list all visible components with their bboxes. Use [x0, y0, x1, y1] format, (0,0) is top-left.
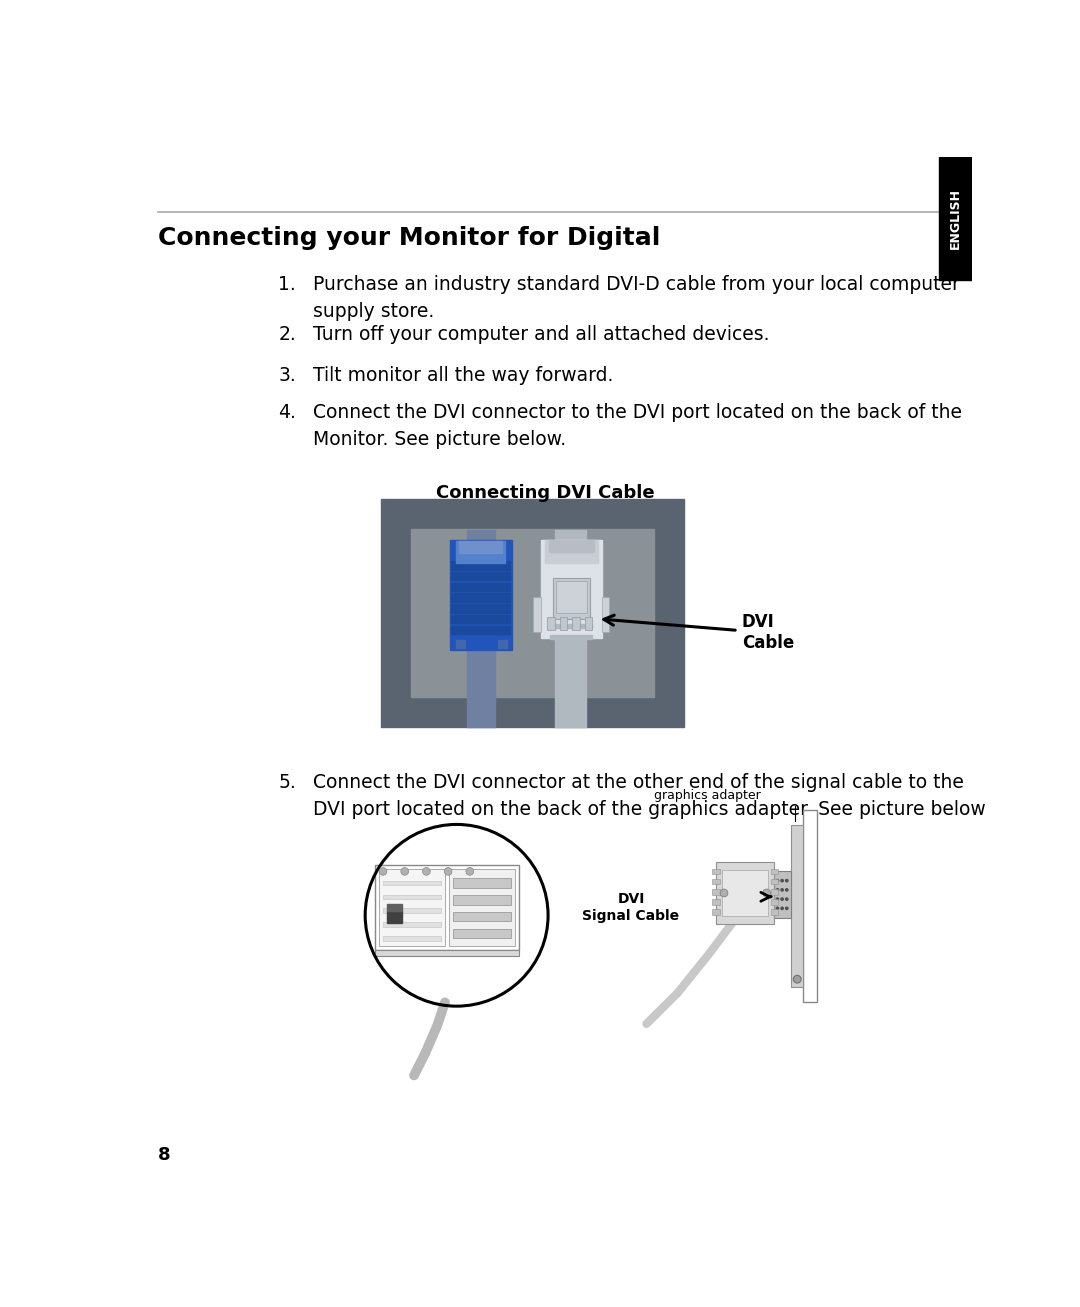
Circle shape	[379, 868, 387, 876]
Bar	[453, 895, 511, 904]
Bar	[713, 869, 720, 874]
Circle shape	[777, 907, 779, 910]
Bar	[559, 617, 567, 630]
Bar	[467, 531, 495, 727]
Text: Connect the DVI connector to the DVI port located on the back of the
Monitor. Se: Connect the DVI connector to the DVI por…	[313, 404, 962, 450]
Circle shape	[785, 880, 788, 882]
Text: 1.: 1.	[279, 274, 296, 294]
Bar	[451, 626, 510, 634]
Text: Tilt monitor all the way forward.: Tilt monitor all the way forward.	[313, 366, 613, 386]
Circle shape	[781, 907, 783, 910]
Bar	[545, 540, 597, 562]
Bar	[716, 863, 774, 924]
Bar	[451, 616, 510, 623]
Bar	[939, 157, 972, 280]
Bar	[549, 540, 594, 552]
Bar	[770, 889, 779, 894]
Bar	[551, 625, 592, 629]
Bar	[375, 865, 518, 950]
Text: 3.: 3.	[279, 366, 296, 386]
Bar	[449, 869, 515, 946]
Bar	[804, 810, 816, 1002]
Circle shape	[720, 889, 728, 897]
Bar	[383, 923, 441, 927]
Bar	[375, 950, 518, 957]
Bar	[713, 880, 720, 885]
Bar	[381, 499, 684, 727]
Bar	[410, 529, 654, 698]
Circle shape	[781, 889, 783, 891]
Text: 8: 8	[159, 1146, 171, 1165]
Bar	[713, 889, 720, 894]
Bar	[770, 910, 779, 915]
Bar	[451, 593, 510, 603]
Text: Connecting your Monitor for Digital: Connecting your Monitor for Digital	[159, 226, 661, 250]
Circle shape	[777, 889, 779, 891]
Text: Connecting DVI Cable: Connecting DVI Cable	[436, 484, 656, 502]
Circle shape	[781, 898, 783, 901]
Bar	[456, 640, 465, 648]
Bar	[541, 540, 602, 638]
Text: 4.: 4.	[279, 404, 296, 422]
Bar	[774, 872, 792, 918]
Bar	[572, 617, 580, 630]
Bar	[555, 531, 586, 727]
Bar	[548, 617, 555, 630]
Text: DVI
Cable: DVI Cable	[742, 613, 794, 652]
Circle shape	[422, 868, 430, 876]
Bar	[451, 583, 510, 591]
Bar	[383, 936, 441, 941]
Bar	[453, 878, 511, 887]
Circle shape	[777, 898, 779, 901]
Bar	[451, 604, 510, 613]
Bar	[556, 582, 586, 613]
Bar	[553, 578, 590, 618]
Bar	[551, 635, 592, 639]
Bar	[453, 912, 511, 921]
Text: ENGLISH: ENGLISH	[949, 188, 962, 248]
Text: Purchase an industry standard DVI-D cable from your local computer
supply store.: Purchase an industry standard DVI-D cabl…	[313, 274, 960, 322]
Text: graphics adapter: graphics adapter	[653, 789, 760, 802]
Bar	[459, 541, 502, 553]
Bar	[451, 572, 510, 580]
Bar	[770, 869, 779, 874]
Text: Connect the DVI connector at the other end of the signal cable to the
DVI port l: Connect the DVI connector at the other e…	[313, 772, 986, 819]
Bar	[451, 561, 510, 570]
Text: Turn off your computer and all attached devices.: Turn off your computer and all attached …	[313, 324, 770, 344]
Text: 5.: 5.	[279, 772, 296, 792]
Bar	[602, 597, 609, 631]
Text: 2.: 2.	[279, 324, 296, 344]
Bar	[453, 929, 511, 938]
Bar	[770, 880, 779, 885]
Bar	[387, 903, 403, 911]
Bar	[379, 869, 445, 946]
Circle shape	[785, 907, 788, 910]
Bar	[713, 910, 720, 915]
Bar	[792, 825, 804, 987]
Bar	[584, 617, 592, 630]
Bar	[534, 597, 541, 631]
Bar	[770, 899, 779, 904]
Bar	[449, 540, 512, 650]
Circle shape	[794, 975, 801, 983]
Circle shape	[762, 889, 770, 897]
Circle shape	[785, 889, 788, 891]
Bar	[713, 899, 720, 904]
Circle shape	[781, 880, 783, 882]
Bar	[456, 541, 505, 562]
Bar	[383, 881, 441, 885]
Circle shape	[465, 868, 474, 876]
Circle shape	[401, 868, 408, 876]
Text: DVI
Signal Cable: DVI Signal Cable	[582, 893, 679, 924]
Circle shape	[444, 868, 451, 876]
Bar	[723, 870, 768, 916]
Circle shape	[785, 898, 788, 901]
Bar	[498, 640, 507, 648]
Bar	[383, 894, 441, 899]
Circle shape	[777, 880, 779, 882]
Bar	[383, 908, 441, 914]
Bar	[387, 911, 403, 923]
